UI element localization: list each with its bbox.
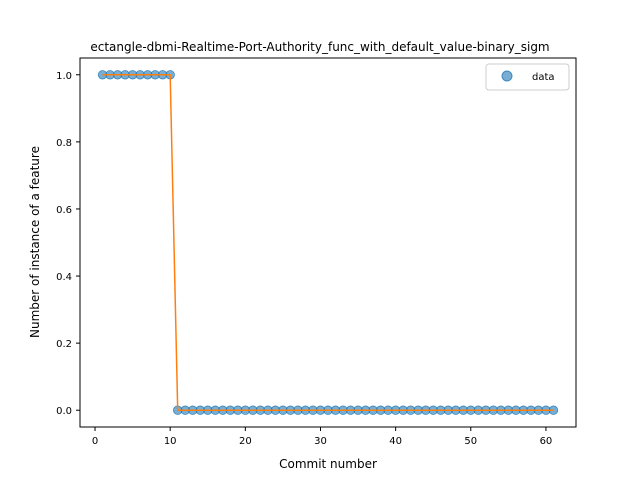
x-tick-label: 20 <box>239 436 252 447</box>
x-tick-label: 60 <box>540 436 553 447</box>
plot-frame <box>79 57 577 428</box>
series-layer <box>97 70 559 415</box>
x-tick-label: 10 <box>164 436 177 447</box>
y-axis-label: Number of instance of a feature <box>28 146 42 338</box>
legend-marker-data <box>501 70 513 82</box>
x-axis-ticks: 0 10 20 30 40 50 60 <box>92 427 552 447</box>
x-tick-label: 0 <box>92 436 98 447</box>
y-tick-label: 1.0 <box>56 71 72 82</box>
y-axis-ticks: 0.0 0.2 0.4 0.6 0.8 1.0 <box>56 71 80 417</box>
legend: data <box>485 63 570 91</box>
y-tick-label: 0.6 <box>56 205 72 216</box>
y-tick-label: 0.2 <box>56 339 72 350</box>
y-tick-label: 0.4 <box>56 272 72 283</box>
fit-line <box>102 74 554 411</box>
x-axis-label: Commit number <box>279 457 377 471</box>
legend-box <box>485 63 570 91</box>
legend-label-data: data <box>532 72 555 83</box>
y-tick-label: 0.8 <box>56 138 72 149</box>
x-tick-label: 30 <box>314 436 327 447</box>
x-tick-label: 40 <box>389 436 402 447</box>
chart-title: ectangle-dbmi-Realtime-Port-Authority_fu… <box>90 40 549 54</box>
y-tick-label: 0.0 <box>56 406 72 417</box>
x-tick-label: 50 <box>464 436 477 447</box>
